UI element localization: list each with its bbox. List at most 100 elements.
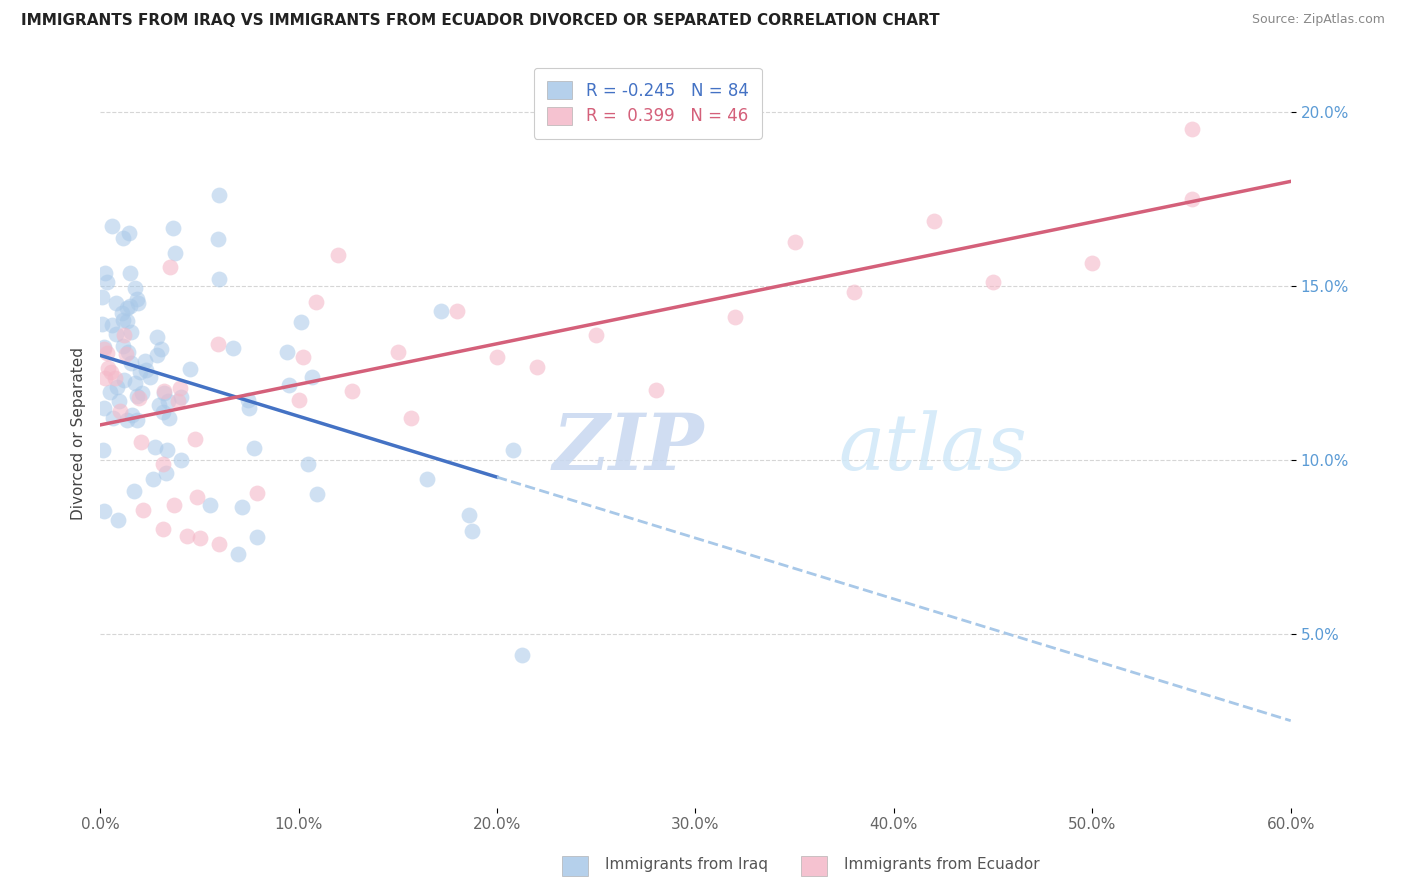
Point [152, 457, 174, 471]
Point [139, 370, 162, 384]
Point [222, 342, 245, 356]
Point [146, 348, 169, 362]
Point [114, 347, 136, 361]
Point [844, 285, 866, 299]
Point [112, 373, 135, 387]
Point [208, 188, 231, 202]
Point [307, 486, 329, 500]
Point [125, 389, 148, 403]
Point [290, 315, 312, 329]
Point [96, 275, 118, 289]
Point [142, 472, 165, 486]
Point [100, 318, 122, 332]
Point [108, 403, 131, 417]
Point [112, 328, 135, 343]
Point [415, 472, 437, 486]
Point [108, 393, 131, 408]
Point [118, 266, 141, 280]
Point [155, 466, 177, 480]
Point [132, 502, 155, 516]
Point [162, 221, 184, 235]
Point [188, 531, 211, 545]
Point [94, 266, 117, 280]
Point [91, 442, 114, 457]
Point [134, 354, 156, 368]
Point [292, 350, 315, 364]
Point [118, 299, 141, 313]
Point [208, 536, 231, 550]
Point [585, 328, 607, 343]
Point [93, 342, 115, 356]
Point [159, 260, 181, 274]
Point [148, 398, 170, 412]
Point [238, 392, 260, 407]
Point [101, 411, 124, 425]
Point [429, 303, 451, 318]
Point [246, 530, 269, 544]
Point [526, 359, 548, 374]
Point [124, 281, 146, 295]
Point [93, 370, 115, 384]
Point [243, 441, 266, 455]
Point [157, 410, 180, 425]
Point [238, 401, 260, 415]
Point [287, 392, 309, 407]
Point [226, 547, 249, 561]
Point [105, 379, 128, 393]
Point [176, 529, 198, 543]
Point [105, 327, 128, 342]
Point [724, 310, 747, 324]
Text: Immigrants from Ecuador: Immigrants from Ecuador [844, 857, 1039, 872]
Point [93, 504, 115, 518]
Point [135, 363, 157, 377]
Point [115, 314, 138, 328]
Point [305, 294, 328, 309]
Point [510, 648, 533, 662]
Point [125, 292, 148, 306]
Point [166, 394, 188, 409]
Point [129, 434, 152, 449]
Point [152, 522, 174, 536]
Point [104, 296, 127, 310]
Point [169, 381, 191, 395]
Point [117, 345, 139, 359]
Point [186, 491, 208, 505]
Point [112, 339, 135, 353]
Text: Immigrants from Iraq: Immigrants from Iraq [605, 857, 768, 872]
Point [107, 513, 129, 527]
Point [644, 384, 666, 398]
Text: atlas: atlas [838, 410, 1026, 487]
Point [184, 432, 207, 446]
Point [128, 391, 150, 405]
Point [163, 498, 186, 512]
Point [97, 361, 120, 376]
Point [101, 219, 124, 233]
Point [157, 393, 180, 408]
Point [96, 346, 118, 360]
Point [145, 329, 167, 343]
Point [1081, 256, 1104, 270]
Point [328, 248, 350, 262]
Point [502, 442, 524, 457]
Point [112, 313, 135, 327]
Point [276, 345, 298, 359]
Point [128, 365, 150, 379]
Point [118, 227, 141, 241]
Text: ZIP: ZIP [553, 410, 704, 487]
Point [231, 500, 253, 514]
Point [153, 386, 176, 401]
Point [399, 410, 422, 425]
Point [165, 246, 187, 260]
Point [208, 272, 231, 286]
Point [100, 365, 122, 379]
Point [156, 442, 179, 457]
Point [387, 344, 409, 359]
Point [1180, 122, 1202, 136]
Point [91, 290, 114, 304]
Text: IMMIGRANTS FROM IRAQ VS IMMIGRANTS FROM ECUADOR DIVORCED OR SEPARATED CORRELATIO: IMMIGRANTS FROM IRAQ VS IMMIGRANTS FROM … [21, 13, 939, 29]
Point [152, 405, 174, 419]
Point [150, 343, 173, 357]
Point [115, 413, 138, 427]
Point [179, 362, 201, 376]
Point [207, 232, 229, 246]
